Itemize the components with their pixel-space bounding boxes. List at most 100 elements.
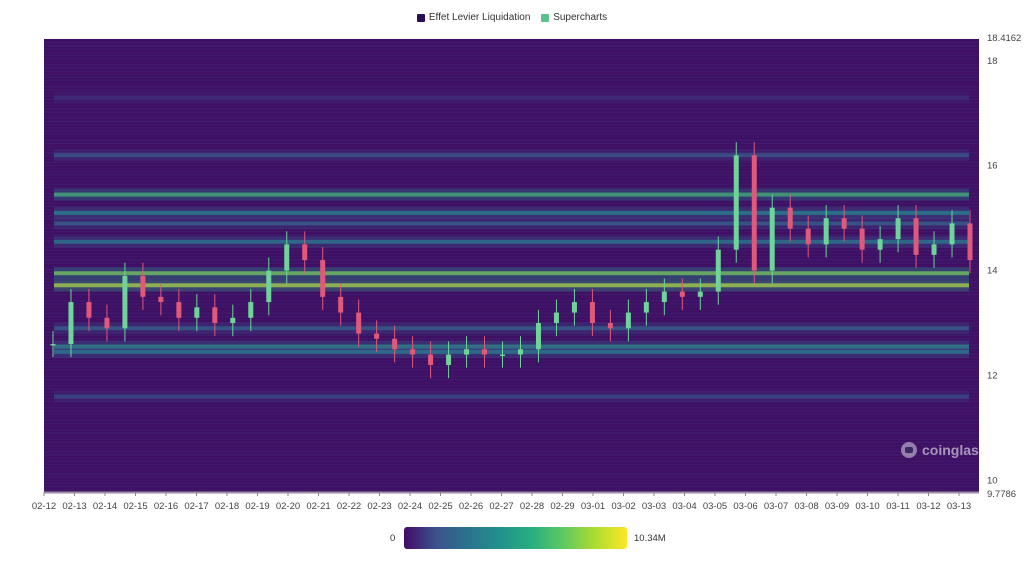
heat-texture-line (44, 208, 979, 211)
heat-texture-line (44, 70, 979, 72)
heat-texture-line (44, 243, 979, 245)
x-tick-label-1: 02-13 (62, 501, 86, 512)
candle-body-30 (589, 302, 595, 324)
heat-texture-line (44, 89, 979, 91)
heat-texture-line (44, 161, 979, 164)
x-tick-label-26: 03-09 (825, 501, 849, 512)
heat-texture-line (44, 255, 979, 258)
heat-texture-line (44, 142, 979, 145)
x-tick-label-6: 02-18 (215, 501, 239, 512)
legend-swatch-liquidation (416, 13, 425, 22)
x-tick-label-19: 03-02 (611, 501, 635, 512)
heat-texture-line (44, 101, 979, 104)
heat-texture-line (44, 123, 979, 126)
heat-texture-line (44, 67, 979, 69)
x-tick-label-0: 02-12 (32, 501, 56, 512)
candle-body-50 (949, 223, 955, 245)
x-tick-label-21: 03-04 (672, 501, 696, 512)
x-tick-label-8: 02-20 (276, 501, 300, 512)
x-tick-label-7: 02-19 (245, 501, 269, 512)
heat-texture-line (44, 259, 979, 261)
heat-texture-line (44, 369, 979, 371)
heat-texture-line (44, 227, 979, 230)
heat-texture-line (44, 136, 979, 138)
heat-texture-line (44, 422, 979, 425)
heat-texture-line (44, 466, 979, 469)
candle-body-48 (913, 218, 919, 255)
x-tick-label-28: 03-11 (886, 501, 910, 512)
heat-texture-line (44, 145, 979, 148)
heat-band-5 (54, 210, 969, 215)
candle-body-11 (248, 302, 254, 318)
heat-texture-line (44, 262, 979, 264)
heat-texture-line (44, 64, 979, 66)
heat-texture-line (44, 268, 979, 271)
heat-texture-line (44, 303, 979, 305)
heat-band-glow-3 (54, 267, 969, 280)
colorbar-max-label: 10.34M (634, 533, 666, 544)
colorbar-min-label: 0 (390, 533, 396, 544)
heat-texture-line (44, 388, 979, 390)
candle-body-37 (715, 249, 721, 292)
candle-body-14 (302, 244, 308, 261)
heat-texture-line (44, 57, 979, 60)
heat-texture-line (44, 469, 979, 472)
heat-texture-line (44, 287, 979, 289)
candle-body-13 (284, 244, 290, 271)
legend-item-supercharts[interactable]: Supercharts (541, 12, 607, 23)
heat-texture-line (44, 325, 979, 327)
candle-body-29 (571, 302, 577, 313)
heat-texture-line (44, 92, 979, 94)
heat-texture-line (44, 429, 979, 431)
x-tick-label-22: 03-05 (703, 501, 727, 512)
y-tick-label-3: 14 (987, 266, 998, 277)
candle-body-4 (122, 275, 128, 329)
candle-body-20 (410, 349, 416, 355)
candle-body-21 (428, 354, 434, 366)
heat-texture-line (44, 451, 979, 453)
heat-texture-line (44, 120, 979, 123)
candle-body-23 (464, 349, 470, 355)
heat-texture-line (44, 237, 979, 239)
candle-body-47 (895, 218, 901, 240)
candle-body-19 (392, 338, 398, 350)
heat-texture-line (44, 174, 979, 176)
legend-label-supercharts: Supercharts (553, 12, 608, 23)
candle-body-28 (553, 312, 559, 324)
coinglass-logo-icon (901, 442, 917, 458)
heat-texture-line (44, 460, 979, 463)
heat-texture-line (44, 60, 979, 63)
heat-texture-line (44, 114, 979, 116)
x-tick-label-4: 02-16 (154, 501, 178, 512)
x-tick-label-29: 03-12 (916, 501, 940, 512)
heat-texture-line (44, 133, 979, 135)
heat-band-glow-2 (54, 279, 969, 292)
heat-texture-line (44, 416, 979, 418)
heat-texture-line (44, 353, 979, 356)
heat-texture-line (44, 485, 979, 488)
x-tick-label-23: 03-06 (733, 501, 757, 512)
heat-texture-line (44, 158, 979, 160)
heat-band-glow-7 (54, 217, 969, 230)
legend-item-liquidation[interactable]: Effet Levier Liquidation (416, 12, 530, 23)
heat-band-1 (54, 349, 969, 354)
heat-texture-line (44, 425, 979, 428)
heat-texture-line (44, 293, 979, 296)
y-tick-label-2: 16 (987, 161, 998, 172)
candle-body-31 (607, 323, 613, 329)
heat-texture-line (44, 186, 979, 189)
heat-texture-line (44, 45, 979, 47)
heat-band-3 (54, 271, 969, 276)
heat-texture-line (44, 278, 979, 280)
heat-texture-line (44, 378, 979, 381)
candle-body-6 (158, 296, 164, 303)
heat-texture-line (44, 180, 979, 182)
x-tick-label-24: 03-07 (764, 501, 788, 512)
candle-body-43 (823, 218, 829, 245)
heat-texture-line (44, 419, 979, 422)
candle-body-38 (733, 155, 739, 250)
heat-texture-line (44, 171, 979, 173)
y-tick-label-4: 12 (987, 370, 998, 381)
heat-band-glow-9 (54, 322, 969, 335)
